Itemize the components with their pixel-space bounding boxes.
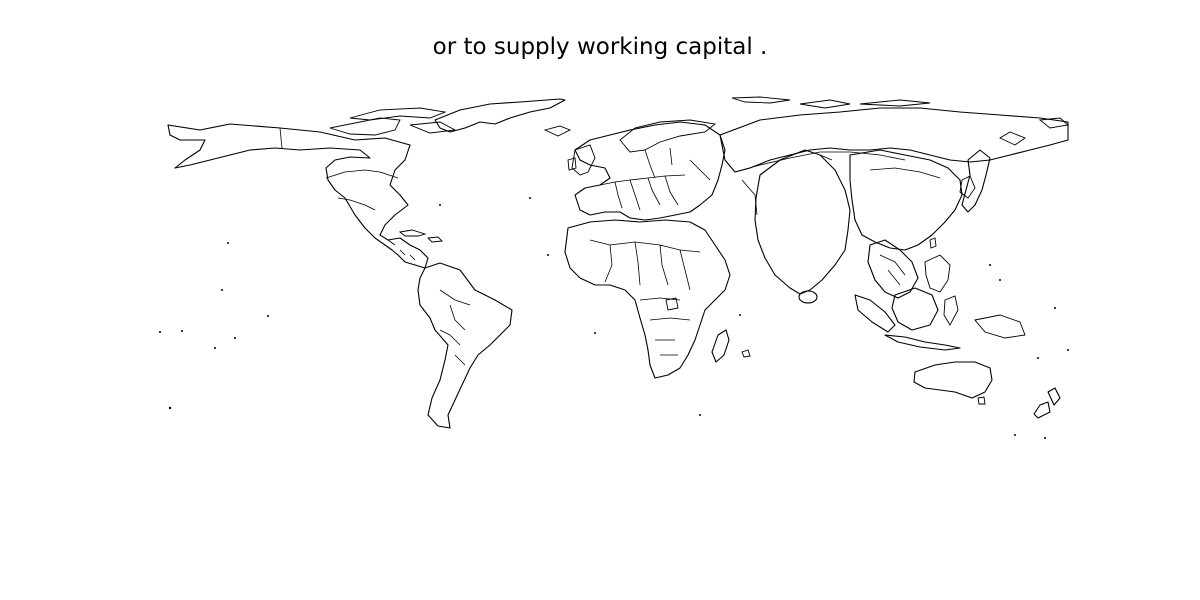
tasmania-outline [977, 396, 986, 405]
region-indonesia [854, 287, 1026, 351]
region-southeast-asia [867, 239, 951, 299]
new-zealand-north-island-outline [1047, 387, 1061, 406]
island-dot [168, 406, 172, 410]
region-india [741, 149, 851, 295]
region-africa [564, 219, 731, 379]
ireland-outline [567, 157, 577, 171]
borneo-outline [891, 287, 939, 331]
china-outline [849, 149, 963, 251]
uk-outline [571, 144, 596, 176]
island-dot [1054, 307, 1056, 309]
island-dot [999, 279, 1001, 281]
sumatra-outline [854, 294, 896, 333]
india-nepal-border [819, 154, 833, 161]
region-north-america [167, 107, 457, 269]
island-dot [159, 331, 161, 333]
cuba-outline [398, 229, 427, 237]
greenland-outline [434, 98, 566, 133]
russia-outline [719, 107, 1069, 173]
philippines-outline [924, 254, 951, 293]
china-mongolia-border [869, 167, 941, 179]
java-outline [884, 334, 961, 351]
us-mexico-border [337, 197, 376, 211]
island-dot [699, 414, 701, 416]
region-china [849, 149, 976, 251]
island-dot [1037, 357, 1039, 359]
lake-victoria-outline [665, 297, 679, 311]
south-america-outline [417, 262, 513, 429]
region-europe [543, 119, 726, 221]
indochina-borders [879, 254, 906, 286]
island-dot [181, 330, 183, 332]
taiwan-outline [929, 237, 937, 249]
korea-outline [959, 175, 976, 199]
baffin-island-outline [329, 117, 401, 136]
india-outline [754, 149, 851, 295]
europe-outline [574, 121, 726, 221]
central-america-borders [387, 239, 416, 261]
island-dot [1014, 434, 1016, 436]
india-pakistan-border [741, 179, 758, 216]
region-russia [719, 99, 1069, 173]
south-america-borders [439, 289, 471, 366]
sakhalin-outline [999, 131, 1026, 146]
island-dot [989, 264, 991, 266]
region-australia [913, 361, 993, 405]
sulawesi-outline [943, 295, 959, 326]
scandinavia-outline [619, 119, 717, 153]
new-guinea-outline [974, 314, 1026, 339]
region-south-america [417, 262, 513, 429]
region-madagascar [711, 329, 751, 363]
severnaya-zemlya-outline [859, 99, 931, 107]
island-dot [234, 337, 236, 339]
canada-arctic-isles [349, 107, 457, 134]
svalbard-outline [731, 96, 791, 104]
australia-outline [913, 361, 993, 399]
north-america-outline [167, 123, 429, 269]
russia-central-asia-border [734, 151, 906, 173]
new-zealand-south-island-outline [1033, 401, 1051, 419]
island-dot [547, 254, 549, 256]
region-sri-lanka [798, 290, 818, 304]
japan-outline [961, 149, 991, 213]
map-title: or to supply working capital . [432, 34, 768, 60]
island-dot [267, 315, 269, 317]
mauritius-outline [741, 349, 751, 358]
scattered-islands [159, 197, 1069, 439]
hispaniola-outline [427, 236, 443, 243]
alaska-border [279, 127, 283, 149]
island-dot [1067, 349, 1069, 351]
island-dot [529, 197, 531, 199]
sri-lanka-outline [798, 290, 818, 304]
region-new-zealand [1033, 387, 1061, 419]
us-canada-border [325, 169, 399, 179]
region-japan [961, 117, 1070, 213]
iceland-outline [543, 125, 572, 137]
island-dot [221, 289, 223, 291]
island-dot [739, 314, 741, 316]
europe-borders [599, 147, 711, 211]
novaya-zemlya-outline [799, 99, 851, 109]
africa-outline [564, 219, 731, 379]
southeast-asia-outline [867, 239, 919, 299]
island-dot [227, 242, 229, 244]
madagascar-outline [711, 329, 730, 363]
island-dot [214, 347, 216, 349]
kamchatka-outline [1038, 117, 1070, 129]
region-greenland [434, 96, 791, 133]
island-dot [439, 204, 441, 206]
island-dot [1044, 437, 1046, 439]
island-dot [594, 332, 596, 334]
africa-borders [589, 239, 701, 356]
